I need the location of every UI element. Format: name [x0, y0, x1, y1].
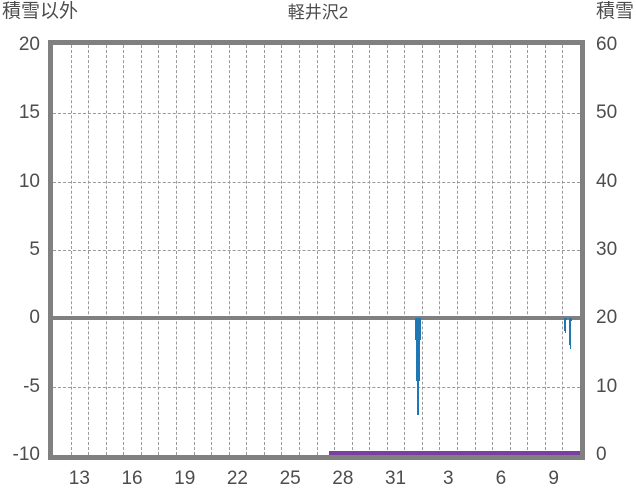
bar-segment: [563, 322, 567, 324]
chart-title: 軽井沢2: [287, 3, 349, 22]
bar-segment: [416, 366, 420, 374]
bar-segment: [415, 332, 421, 340]
bar-segment: [416, 393, 420, 402]
y-axis-right-tick: 60: [596, 34, 618, 55]
bar-segment: [564, 324, 566, 326]
x-axis-tick: 19: [174, 468, 196, 489]
plot-area: [53, 45, 580, 455]
zero-axis-line: [53, 316, 580, 321]
bar-segment: [563, 323, 567, 325]
x-axis-tick: 13: [68, 468, 90, 489]
x-axis-tick: 28: [332, 468, 354, 489]
bar-segment: [416, 379, 420, 388]
bar-segment: [417, 400, 419, 408]
bar-segment: [564, 328, 566, 330]
bar-segment: [564, 325, 566, 327]
gridline-horizontal: [53, 113, 580, 115]
y-axis-left-tick: -5: [23, 375, 40, 397]
left-axis-title: 積雪以外: [2, 1, 79, 22]
x-axis-tick: 9: [548, 468, 559, 489]
x-axis-tick: 3: [442, 468, 454, 489]
bar-segment: [416, 386, 420, 395]
bar-segment: [564, 326, 566, 328]
bar-segment: [568, 326, 572, 330]
bar-segment: [569, 344, 571, 348]
bar-segment: [564, 327, 566, 329]
bar-segment: [569, 331, 571, 335]
x-axis-tick: 6: [495, 468, 507, 489]
y-axis-left-tick: 0: [29, 307, 40, 329]
bar-segment: [569, 333, 571, 337]
bar-segment: [568, 324, 572, 328]
right-axis-title: 積雪: [595, 1, 634, 22]
y-axis-left-tick: 15: [18, 102, 40, 124]
snow-depth-line: [329, 451, 580, 455]
y-axis-right-tick: 10: [596, 375, 618, 397]
bar-segment: [417, 407, 419, 415]
y-axis-right-tick: 20: [596, 307, 618, 329]
gridline-horizontal: [53, 181, 580, 183]
gridline-horizontal: [53, 386, 580, 388]
bar-segment: [416, 359, 420, 367]
bar-segment: [415, 352, 421, 361]
bar-segment: [415, 318, 421, 326]
y-axis-right-tick: 0: [596, 444, 607, 465]
bar-segment: [416, 373, 420, 381]
bar-segment: [415, 325, 421, 333]
gridline-horizontal: [53, 250, 580, 251]
bar-segment: [563, 318, 567, 321]
bar-segment: [564, 331, 566, 333]
bar-segment: [563, 319, 567, 322]
bar-segment: [564, 329, 566, 331]
bar-segment: [569, 335, 571, 339]
bar-segment: [569, 341, 571, 345]
bar-segment: [568, 322, 572, 326]
y-axis-left-tick: 10: [18, 170, 40, 192]
plot-frame: [48, 40, 585, 460]
x-axis-tick: 25: [279, 468, 301, 489]
bar-segment: [563, 321, 567, 324]
bar-segment: [415, 345, 421, 354]
y-axis-left-tick: -10: [12, 444, 40, 465]
bar-segment: [568, 329, 572, 332]
bar-segment: [563, 320, 567, 323]
bar-segment: [415, 338, 421, 347]
bar-segment: [568, 320, 572, 324]
bar-segment: [569, 337, 571, 341]
x-axis-tick: 31: [384, 468, 407, 489]
bar-segment: [569, 346, 571, 350]
y-axis-left-tick: 20: [18, 34, 40, 55]
bar-segment: [568, 318, 572, 322]
x-axis-tick: 22: [226, 468, 249, 489]
y-axis-right-tick: 50: [596, 102, 618, 124]
y-axis-right-tick: 40: [596, 170, 618, 192]
y-axis-right-tick: 30: [596, 239, 618, 260]
bar-segment: [564, 330, 566, 332]
x-axis-tick: 16: [121, 468, 143, 489]
bar-segment: [569, 339, 571, 343]
y-axis-left-tick: 5: [29, 239, 40, 260]
